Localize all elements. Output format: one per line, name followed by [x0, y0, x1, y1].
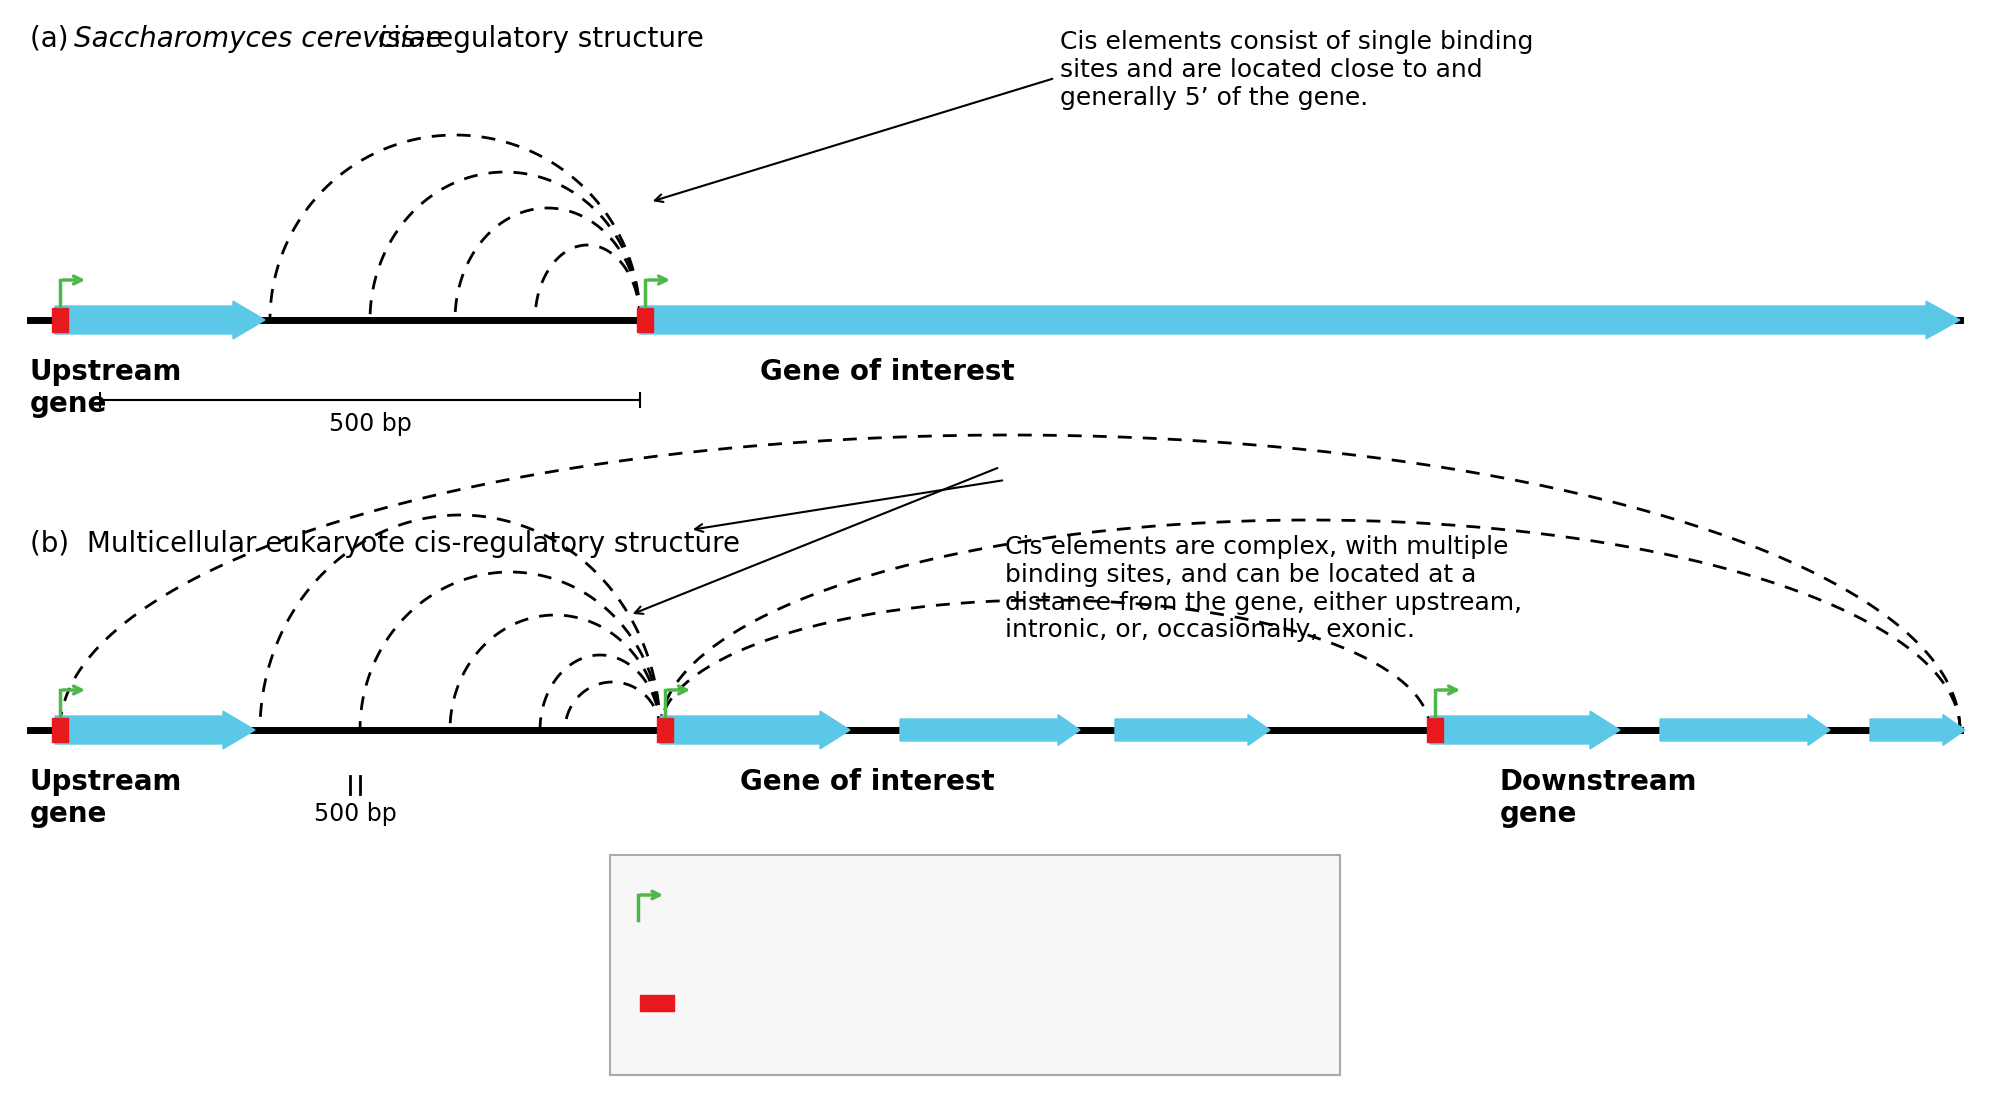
Text: Cis elements consist of single binding
sites and are located close to and
genera: Cis elements consist of single binding s…: [1060, 30, 1534, 110]
Bar: [656, 718, 672, 743]
FancyArrow shape: [1114, 715, 1269, 746]
Bar: [636, 308, 652, 332]
Text: 500 bp: 500 bp: [314, 802, 396, 827]
Bar: [52, 308, 68, 332]
Bar: [52, 718, 68, 743]
Text: = exons: = exons: [700, 939, 796, 962]
Text: cis-regulatory structure: cis-regulatory structure: [368, 25, 704, 53]
Text: = position of core promoter regions: = position of core promoter regions: [700, 991, 1122, 1015]
FancyArrow shape: [1870, 715, 1963, 746]
Text: Upstream
gene: Upstream gene: [30, 358, 183, 419]
Text: Upstream
gene: Upstream gene: [30, 768, 183, 829]
Text: Saccharomyces cerevisiae: Saccharomyces cerevisiae: [74, 25, 442, 53]
Text: Gene of interest: Gene of interest: [760, 358, 1014, 386]
Bar: [640, 995, 674, 1011]
Text: (a): (a): [30, 25, 86, 53]
Text: 500 bp: 500 bp: [328, 412, 412, 436]
FancyArrow shape: [633, 939, 696, 961]
Text: Gene of interest: Gene of interest: [740, 768, 994, 796]
FancyArrow shape: [640, 301, 1959, 339]
FancyBboxPatch shape: [611, 855, 1339, 1075]
FancyArrow shape: [660, 711, 849, 749]
FancyArrow shape: [1659, 715, 1830, 746]
FancyArrow shape: [56, 711, 255, 749]
FancyArrow shape: [899, 715, 1080, 746]
FancyArrow shape: [56, 301, 265, 339]
Text: Downstream
gene: Downstream gene: [1500, 768, 1697, 829]
Bar: [1426, 718, 1442, 743]
FancyArrow shape: [1430, 711, 1619, 749]
Text: Cis elements are complex, with multiple
binding sites, and can be located at a
d: Cis elements are complex, with multiple …: [1004, 535, 1522, 643]
Text: (b)  Multicellular eukaryote cis-regulatory structure: (b) Multicellular eukaryote cis-regulato…: [30, 530, 740, 558]
Text: = Transcription start sites: = Transcription start sites: [696, 895, 1000, 920]
